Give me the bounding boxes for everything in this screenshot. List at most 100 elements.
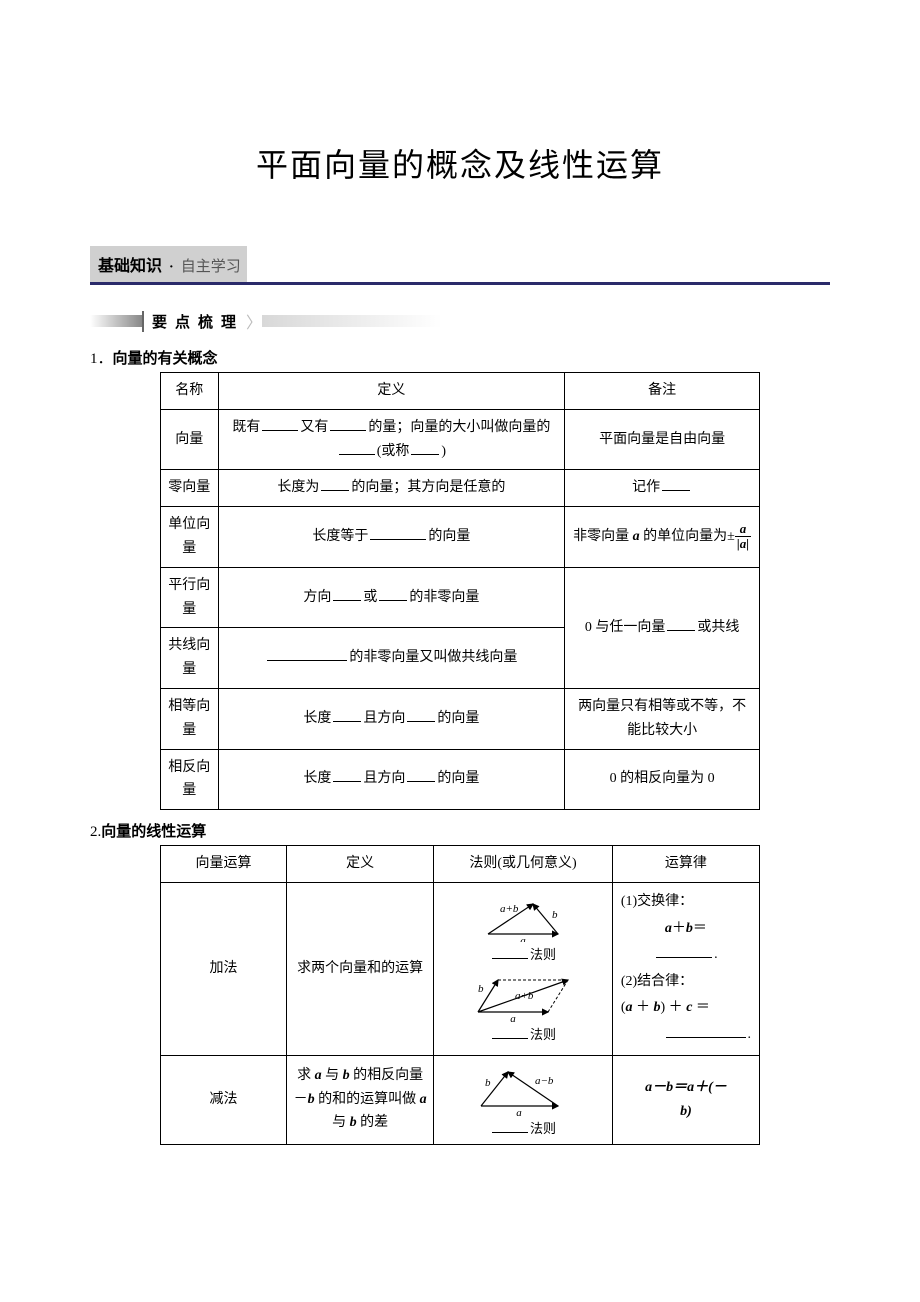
text: 长度为 <box>277 480 319 495</box>
text: 且方向 <box>363 771 405 786</box>
vec-b: b <box>350 1115 357 1130</box>
vec-b: b <box>343 1068 350 1083</box>
th-op: 向量运算 <box>161 846 287 883</box>
table-row: 加法 求两个向量和的运算 a b a+b 法则 a b <box>161 882 760 1055</box>
blank <box>492 1026 528 1039</box>
section-header-dot: · <box>169 260 174 276</box>
blank <box>262 417 298 431</box>
cell: 长度为 的向量；其方向是任意的 <box>218 470 565 507</box>
text: 且方向 <box>363 711 405 726</box>
text: 法则 <box>530 947 556 962</box>
blank <box>656 944 712 958</box>
svg-text:b: b <box>552 909 558 921</box>
cell: 两向量只有相等或不等，不能比较大小 <box>565 688 760 749</box>
svg-text:a: a <box>520 935 526 942</box>
heading-2-num: 2. <box>90 824 101 840</box>
svg-text:b: b <box>478 983 484 995</box>
text: 与 <box>332 1115 350 1130</box>
blank <box>333 587 361 601</box>
cell: 共线向量 <box>161 628 219 689</box>
cell-laws: (1)交换律： a＋b＝ . (2)结合律： (a ＋ b) ＋ c ＝ . <box>612 882 759 1055</box>
cell: 长度 且方向 的向量 <box>218 688 565 749</box>
cell-diagram: a b a−b 法则 <box>434 1055 613 1144</box>
page-title: 平面向量的概念及线性运算 <box>90 140 830 186</box>
text: (或称 <box>377 444 410 459</box>
blank <box>667 617 695 631</box>
th-def: 定义 <box>218 373 565 410</box>
table-row: 平行向量 方向或的非零向量 0 与任一向量或共线 <box>161 567 760 628</box>
blank <box>321 477 349 491</box>
operations-table: 向量运算 定义 法则(或几何意义) 运算律 加法 求两个向量和的运算 a b a… <box>160 845 760 1144</box>
heading-1: 1．向量的有关概念 <box>90 347 830 368</box>
cell: 零向量 <box>161 470 219 507</box>
subsection-header: 要点梳理 〉 <box>90 309 830 333</box>
blank <box>407 708 435 722</box>
table-row: 向量运算 定义 法则(或几何意义) 运算律 <box>161 846 760 883</box>
heading-1-text: 向量的有关概念 <box>113 351 218 367</box>
th-name: 名称 <box>161 373 219 410</box>
frac-den: |a| <box>735 537 751 551</box>
chevron-right-icon: 〉 <box>246 309 262 333</box>
text: ) <box>441 444 446 459</box>
text: 记作 <box>632 480 660 495</box>
text: 的向量 <box>437 771 479 786</box>
cell: 0 的相反向量为 0 <box>565 749 760 810</box>
blank <box>411 441 439 455</box>
blank <box>492 1120 528 1133</box>
cell: 相等向量 <box>161 688 219 749</box>
section-header-light: 自主学习 <box>181 255 241 276</box>
svg-text:a+b: a+b <box>500 903 519 915</box>
th-note: 备注 <box>565 373 760 410</box>
text: 的向量 <box>437 711 479 726</box>
svg-text:a+b: a+b <box>515 990 534 1002</box>
cell: 0 与任一向量或共线 <box>565 567 760 688</box>
law-2: (2)结合律： <box>621 969 751 996</box>
cell: 既有又有的量；向量的大小叫做向量的(或称) <box>218 409 565 470</box>
blank <box>333 708 361 722</box>
text: 0 与任一向量 <box>585 620 666 635</box>
text: 的量；向量的大小叫做向量的 <box>368 420 550 435</box>
text: 的和的运算叫做 <box>315 1092 420 1107</box>
vec-a: a <box>740 536 747 551</box>
heading-2: 2.向量的线性运算 <box>90 820 830 841</box>
blank <box>662 477 690 491</box>
law-2-blank: . <box>621 1022 751 1049</box>
cell: 求 a 与 b 的相反向量－b 的和的运算叫做 a 与 b 的差 <box>287 1055 434 1144</box>
section-header: 基础知识 · 自主学习 <box>90 246 830 285</box>
law-1-eq: a＋b＝ <box>621 916 751 943</box>
text: 非零向量 <box>573 529 633 544</box>
text: 的向量；其方向是任意的 <box>351 480 505 495</box>
law-2-eq: (a ＋ b) ＋ c ＝ <box>621 995 751 1022</box>
svg-text:a−b: a−b <box>535 1075 554 1087</box>
table-row: 向量 既有又有的量；向量的大小叫做向量的(或称) 平面向量是自由向量 <box>161 409 760 470</box>
text: 的非零向量又叫做共线向量 <box>349 650 517 665</box>
fraction: a|a| <box>735 522 751 552</box>
triangle-rule-diagram: a b a+b <box>468 892 578 942</box>
cell: 非零向量 a 的单位向量为±a|a| <box>565 507 760 568</box>
blank <box>267 647 347 661</box>
table-row: 零向量 长度为 的向量；其方向是任意的 记作 <box>161 470 760 507</box>
cell: 求两个向量和的运算 <box>287 882 434 1055</box>
cell: 平面向量是自由向量 <box>565 409 760 470</box>
cell: 平行向量 <box>161 567 219 628</box>
heading-1-num: 1． <box>90 351 113 367</box>
blank <box>379 587 407 601</box>
text: 长度 <box>303 711 331 726</box>
text: 的非零向量 <box>409 590 479 605</box>
text: 长度等于 <box>312 529 368 544</box>
cell-diagram: a b a+b 法则 a b a+b 法则 <box>434 882 613 1055</box>
text: 长度 <box>303 771 331 786</box>
table-row: 单位向量 长度等于的向量 非零向量 a 的单位向量为±a|a| <box>161 507 760 568</box>
blank <box>339 441 375 455</box>
table-row: 相反向量 长度且方向的向量 0 的相反向量为 0 <box>161 749 760 810</box>
cell: 记作 <box>565 470 760 507</box>
rule-label: 法则 <box>436 944 610 966</box>
cell: 加法 <box>161 882 287 1055</box>
vec-a: a <box>420 1092 427 1107</box>
svg-text:a: a <box>516 1107 522 1116</box>
frac-num: a <box>735 522 751 537</box>
blank <box>407 768 435 782</box>
parallelogram-rule-diagram: a b a+b <box>463 966 583 1022</box>
cell: 长度等于的向量 <box>218 507 565 568</box>
th-rule: 法则(或几何意义) <box>434 846 613 883</box>
